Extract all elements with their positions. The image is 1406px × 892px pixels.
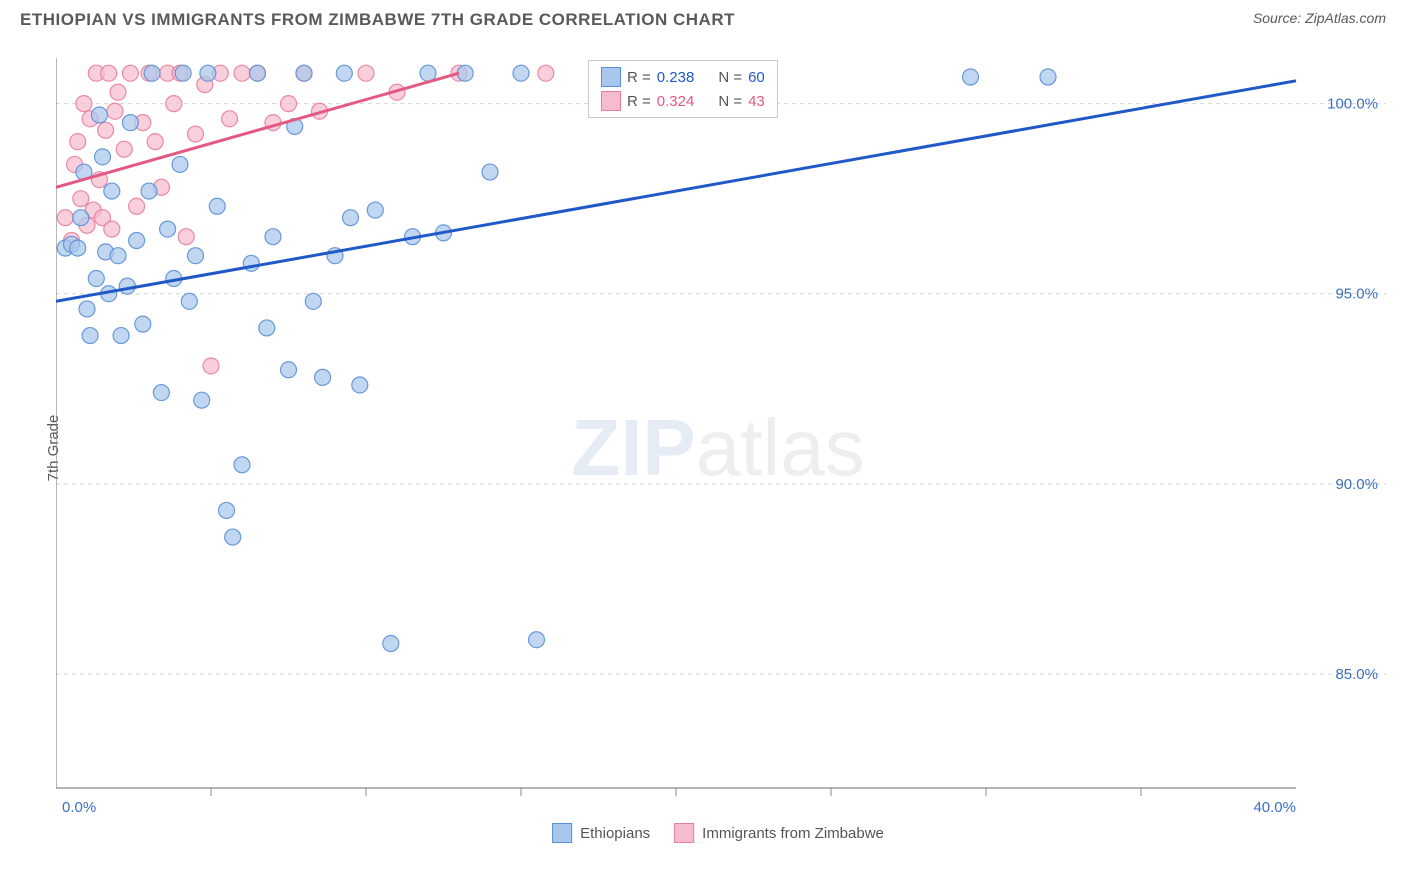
scatter-chart: 85.0% 90.0% 95.0% 100.0% 0.0% 40.0% <box>56 48 1386 848</box>
legend-item-zimbabwe: Immigrants from Zimbabwe <box>674 823 884 843</box>
legend-item-ethiopians: Ethiopians <box>552 823 650 843</box>
swatch-zimbabwe-icon <box>674 823 694 843</box>
stats-row-ethiopians: R = 0.238 N = 60 <box>601 65 765 89</box>
svg-text:40.0%: 40.0% <box>1253 799 1296 816</box>
svg-text:90.0%: 90.0% <box>1335 476 1378 493</box>
series-legend: Ethiopians Immigrants from Zimbabwe <box>552 823 884 843</box>
chart-title: ETHIOPIAN VS IMMIGRANTS FROM ZIMBABWE 7T… <box>20 10 735 30</box>
svg-text:95.0%: 95.0% <box>1335 286 1378 303</box>
swatch-ethiopians <box>601 67 621 87</box>
stats-legend: R = 0.238 N = 60 R = 0.324 N = 43 <box>588 60 778 118</box>
swatch-zimbabwe <box>601 91 621 111</box>
source-label: Source: ZipAtlas.com <box>1253 10 1386 26</box>
svg-text:85.0%: 85.0% <box>1335 666 1378 683</box>
svg-text:100.0%: 100.0% <box>1327 96 1378 113</box>
swatch-ethiopians-icon <box>552 823 572 843</box>
svg-text:0.0%: 0.0% <box>62 799 96 816</box>
stats-row-zimbabwe: R = 0.324 N = 43 <box>601 89 765 113</box>
chart-area: 7th Grade ZIPatlas 85.0%90.0%95.0%100.0%… <box>48 48 1388 848</box>
